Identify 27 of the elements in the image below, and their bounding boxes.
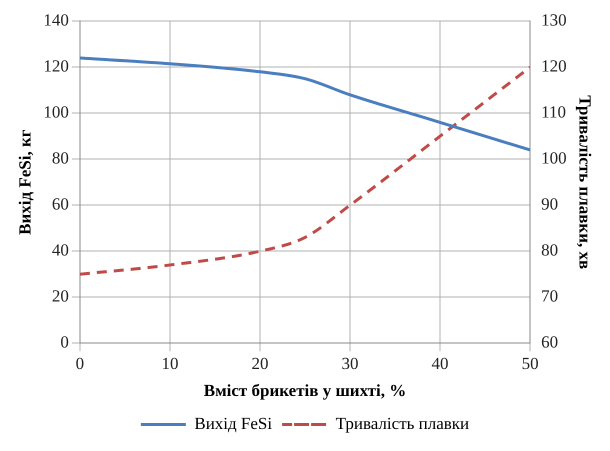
y-tick-label: 140 bbox=[43, 10, 69, 30]
y2-tick-label: 120 bbox=[541, 56, 567, 76]
y2-tick-label: 100 bbox=[541, 148, 567, 168]
x-tick-label: 50 bbox=[522, 354, 539, 373]
x-tick-label: 10 bbox=[161, 354, 178, 373]
y-tick-label: 0 bbox=[60, 332, 69, 352]
y2-tick-label: 130 bbox=[541, 10, 567, 30]
y-tick-label: 20 bbox=[52, 286, 69, 306]
x-tick-label: 40 bbox=[432, 354, 449, 373]
y2-tick-label: 70 bbox=[541, 286, 558, 306]
y2-tick-label: 110 bbox=[541, 102, 566, 122]
y-tick-label: 80 bbox=[52, 148, 69, 168]
x-tick-label: 30 bbox=[342, 354, 359, 373]
y2-axis-title: Тривалість плавки, хв bbox=[575, 95, 594, 270]
y-axis-title: Вихід FeSi, кг bbox=[16, 129, 35, 235]
y2-tick-label: 60 bbox=[541, 332, 558, 352]
y-tick-label: 60 bbox=[52, 194, 69, 214]
x-tick-label: 20 bbox=[251, 354, 268, 373]
y2-tick-label: 90 bbox=[541, 194, 558, 214]
legend-label: Тривалість плавки bbox=[336, 414, 470, 433]
x-axis-title: Вміст брикетів у шихті, % bbox=[204, 381, 406, 400]
legend-label: Вихід FeSi bbox=[194, 414, 272, 433]
y-tick-label: 40 bbox=[52, 240, 69, 260]
y-tick-label: 100 bbox=[43, 102, 69, 122]
x-tick-label: 0 bbox=[76, 354, 84, 373]
y-tick-label: 120 bbox=[43, 56, 69, 76]
y2-tick-label: 80 bbox=[541, 240, 558, 260]
